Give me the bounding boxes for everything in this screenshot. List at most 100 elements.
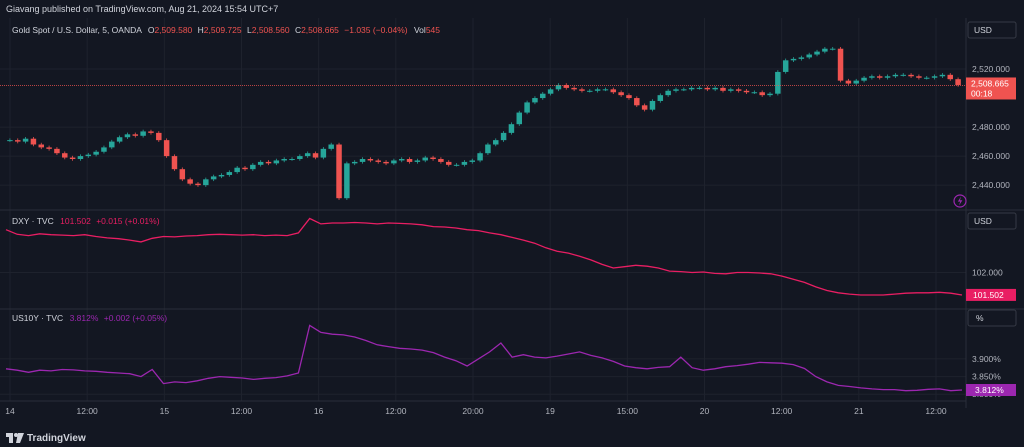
candle-body [806, 54, 812, 58]
candle-body [845, 80, 852, 84]
candle-body [438, 159, 444, 162]
candle-body [485, 144, 491, 154]
candle-body [649, 100, 656, 110]
candle-body [837, 48, 844, 81]
us10y-legend: US10Y · TVC 3.812% +0.002 (+0.05%) [12, 313, 167, 323]
candle-body [822, 48, 828, 52]
candle-body [195, 183, 201, 186]
candle-body [861, 77, 867, 81]
us10y-line [5, 324, 963, 392]
price-tick-label: 3.900% [972, 354, 1001, 364]
tradingview-logo-icon[interactable]: TradingView [6, 433, 86, 444]
candle-body [218, 174, 225, 177]
candle-body [430, 157, 436, 160]
candle-body [297, 156, 303, 160]
gold-volume: 545 [426, 25, 440, 35]
svg-text:%: % [976, 313, 984, 323]
candle-body [187, 179, 193, 184]
gold-currency-button[interactable]: USD [967, 21, 1017, 39]
dxy-currency-button[interactable]: USD [967, 212, 1017, 230]
candle-body [344, 163, 350, 199]
svg-text:2,508.665: 2,508.665 [971, 78, 1009, 88]
candle-body [93, 151, 99, 155]
candle-body [782, 60, 789, 72]
candle-body [547, 89, 554, 94]
candle-body [634, 98, 640, 106]
time-label: 12:00 [771, 406, 793, 416]
candle-body [328, 144, 334, 149]
price-tick-label: 2,520.000 [972, 64, 1010, 74]
candle-body [743, 90, 750, 93]
candle-body [383, 161, 389, 164]
candle-body [445, 161, 452, 165]
candle-body [304, 153, 311, 157]
candle-body [767, 93, 773, 96]
gold-vol-label: Vol [414, 25, 426, 35]
candle-body [696, 87, 703, 89]
candle-body [461, 161, 468, 165]
us10y-unit-button[interactable]: % [967, 309, 1017, 327]
time-axis[interactable]: 14 12:00 15 12:00 16 12:00 20:00 19 15:00 20 12:00… [5, 406, 947, 416]
candle-body [876, 76, 883, 78]
candle-body [673, 89, 679, 91]
tv-logo-mark-icon [6, 433, 24, 443]
gold-series[interactable] [7, 46, 961, 200]
candle-body [453, 164, 460, 166]
us10y-title: US10Y · TVC [12, 313, 63, 323]
candle-body [69, 157, 76, 160]
candle-body [853, 80, 859, 84]
candle-body [179, 169, 186, 180]
gold-last-price-label: 2,508.665 00:18 [966, 77, 1016, 100]
chart-area[interactable]: Gold Spot / U.S. Dollar, 5, OANDA O2,509… [0, 18, 1024, 429]
candle-body [728, 89, 734, 91]
candle-body [234, 167, 240, 173]
us10y-series[interactable] [5, 324, 963, 392]
candle-body [62, 153, 68, 158]
candle-body [242, 167, 248, 170]
time-label: 12:00 [385, 406, 407, 416]
candle-body [594, 89, 601, 91]
candle-body [571, 87, 577, 90]
candle-body [610, 89, 617, 93]
time-label: 12:00 [231, 406, 253, 416]
time-label: 16 [314, 406, 324, 416]
us10y-last-value-label: 3.812% [966, 383, 1016, 396]
candle-body [555, 84, 562, 90]
candle-body [367, 159, 374, 161]
gold-o-label: O [148, 25, 155, 35]
candle-body [798, 57, 805, 59]
candle-body [704, 87, 711, 90]
footer: TradingView [0, 429, 1024, 447]
candle-body [916, 76, 922, 78]
candle-body [132, 134, 139, 136]
alert-icon[interactable] [953, 194, 967, 208]
svg-text:00:18: 00:18 [971, 88, 993, 98]
dxy-series[interactable] [5, 217, 963, 296]
dxy-title: DXY · TVC [12, 216, 54, 226]
candle-body [414, 160, 421, 162]
candle-body [947, 74, 953, 80]
time-label: 12:00 [77, 406, 99, 416]
candle-body [775, 71, 781, 94]
candle-body [422, 157, 428, 161]
candle-body [336, 144, 342, 199]
candle-body [524, 102, 530, 113]
time-label: 15 [160, 406, 170, 416]
candle-body [289, 159, 295, 161]
candle-body [892, 74, 899, 77]
candle-body [720, 87, 726, 91]
candle-body [712, 87, 718, 90]
candle-body [359, 159, 366, 162]
candle-body [908, 74, 914, 77]
candle-body [939, 74, 946, 77]
candle-body [398, 159, 405, 161]
gold-h-label: H [198, 25, 204, 35]
candle-body [226, 172, 233, 175]
candle-body [923, 77, 930, 79]
candle-body [46, 147, 52, 149]
us10y-change: +0.002 (+0.05%) [104, 313, 167, 323]
time-label: 21 [854, 406, 864, 416]
candle-body [955, 79, 961, 85]
publish-info: Giavang published on TradingView.com, Au… [6, 4, 279, 14]
publish-header: Giavang published on TradingView.com, Au… [0, 0, 1024, 18]
